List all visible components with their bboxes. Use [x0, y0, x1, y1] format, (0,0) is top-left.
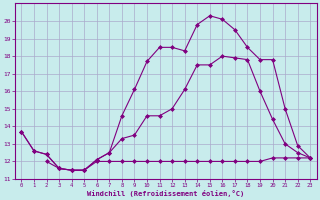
X-axis label: Windchill (Refroidissement éolien,°C): Windchill (Refroidissement éolien,°C)	[87, 190, 244, 197]
